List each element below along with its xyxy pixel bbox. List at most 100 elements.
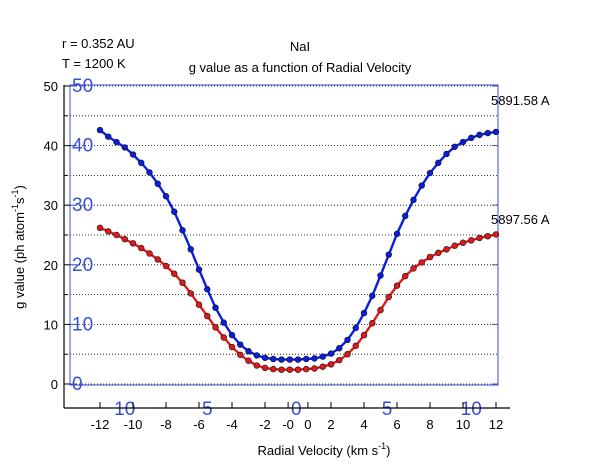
x-tick-label: 4 (360, 417, 367, 432)
data-point (212, 304, 219, 311)
data-point (344, 336, 351, 344)
data-point (418, 259, 425, 266)
data-point (105, 228, 112, 235)
series-label-5891: 5891.58 A (491, 93, 550, 108)
y-tick-label: 10 (44, 317, 58, 332)
grid (70, 85, 498, 385)
data-point (162, 262, 170, 270)
data-point (261, 354, 269, 361)
data-point (146, 250, 153, 257)
data-point (492, 231, 500, 238)
data-point (245, 348, 252, 355)
chart-subtitle: g value as a function of Radial Velocity (189, 60, 412, 75)
x-tick-label: -12 (91, 417, 110, 432)
data-point (121, 235, 128, 243)
data-point (113, 231, 120, 239)
data-point (138, 159, 145, 167)
data-point (138, 244, 145, 252)
data-point (451, 242, 458, 249)
x-tick-label: -2 (259, 417, 271, 432)
data-point (294, 366, 302, 373)
data-point (336, 345, 343, 352)
data-point (253, 362, 260, 369)
data-point (393, 230, 401, 238)
data-point (352, 324, 359, 332)
y-tick-label: 30 (44, 198, 58, 213)
series-label-5897: 5897.56 A (491, 212, 550, 227)
series-layer (96, 126, 500, 373)
data-point (171, 270, 178, 277)
data-point (187, 246, 194, 253)
data-point (468, 237, 475, 244)
overlay-y-tick-label: 0 (72, 374, 83, 395)
data-point (195, 266, 203, 273)
data-point (410, 196, 417, 204)
x-tick-label: 0 (304, 417, 311, 432)
overlay-x-tick-label: 5 (202, 399, 213, 420)
data-point (96, 126, 104, 134)
data-point (154, 180, 161, 187)
data-point (261, 364, 269, 372)
data-point (377, 306, 384, 314)
data-point (278, 356, 285, 363)
data-point (162, 193, 170, 200)
overlay-x-tick-label: 10 (461, 399, 482, 420)
overlay-x-tick-label: 10 (114, 399, 135, 420)
distance-annotation: r = 0.352 AU (62, 36, 135, 51)
data-point (360, 331, 368, 339)
data-point (344, 351, 351, 358)
data-point (245, 357, 252, 364)
overlay-x-tick-label: 0 (291, 399, 302, 420)
data-point (171, 208, 178, 215)
data-point (393, 282, 401, 289)
data-point (402, 272, 409, 280)
data-point (484, 129, 491, 137)
data-point (435, 249, 442, 257)
data-point (220, 319, 227, 326)
overlay-x-tick-label: 5 (382, 399, 393, 420)
x-tick-label: 10 (456, 417, 470, 432)
x-axis-ticks: -12 -10 -8 -6 -4 -2 -0 0 2 4 6 8 10 12 (91, 402, 503, 432)
data-point (327, 361, 335, 368)
y-axis-label: g value (ph atom-1s-1) (10, 185, 27, 309)
data-point (204, 286, 211, 293)
data-point (286, 356, 293, 363)
x-tick-label: -10 (124, 417, 143, 432)
data-point (303, 355, 310, 363)
data-point (195, 301, 203, 308)
data-point (270, 365, 277, 373)
data-point (435, 159, 442, 167)
data-point (336, 356, 343, 364)
data-point (377, 272, 384, 279)
data-point (385, 293, 392, 301)
y-axis-ticks: 0 10 20 30 40 50 (44, 79, 70, 392)
data-point (121, 144, 128, 151)
data-point (294, 356, 302, 363)
data-point (360, 309, 368, 317)
y-tick-label: 40 (44, 139, 58, 154)
data-point (179, 227, 186, 234)
data-point (492, 128, 500, 136)
data-point (303, 365, 310, 373)
x-tick-label: -6 (193, 417, 205, 432)
data-point (451, 143, 458, 150)
y-tick-label: 20 (44, 258, 58, 273)
data-point (311, 365, 318, 372)
data-point (476, 131, 483, 139)
x-tick-label: -4 (226, 417, 238, 432)
overlay-y-tick-label: 20 (72, 255, 93, 276)
data-point (237, 351, 244, 358)
data-point (402, 212, 409, 220)
data-point (443, 246, 450, 253)
data-point (327, 350, 335, 357)
data-point (443, 150, 450, 158)
data-point (459, 138, 467, 146)
x-tick-label: -8 (160, 417, 172, 432)
data-point (179, 279, 186, 286)
data-point (352, 342, 359, 350)
data-point (369, 292, 376, 299)
data-point (385, 251, 392, 258)
y-tick-label: 0 (51, 377, 58, 392)
data-point (237, 341, 244, 348)
